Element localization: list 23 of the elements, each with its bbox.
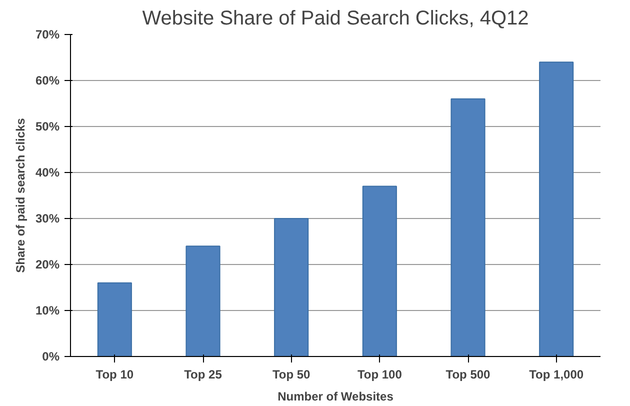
x-tick-label: Top 25 xyxy=(184,368,222,382)
y-tick-label: 50% xyxy=(35,120,60,134)
bar xyxy=(97,282,132,356)
y-tick-label: 0% xyxy=(42,350,60,364)
x-tick-label: Top 1,000 xyxy=(529,368,584,382)
bar xyxy=(186,246,220,356)
y-tick-label: 30% xyxy=(35,212,60,226)
y-tick-label: 60% xyxy=(35,74,60,88)
bar xyxy=(450,98,486,356)
y-tick-label: 40% xyxy=(35,166,60,180)
bar xyxy=(274,218,309,356)
x-tick-label: Top 50 xyxy=(272,368,311,382)
y-tick-label: 70% xyxy=(35,28,60,42)
bar xyxy=(362,186,397,356)
bar xyxy=(539,62,574,356)
x-tick-label: Top 500 xyxy=(446,368,491,382)
y-axis-title: Share of paid search clicks xyxy=(13,118,28,273)
y-tick-label: 20% xyxy=(35,258,60,272)
y-tick-label: 10% xyxy=(35,304,60,318)
x-tick-label: Top 100 xyxy=(357,368,402,382)
chart-title: Website Share of Paid Search Clicks, 4Q12 xyxy=(142,8,529,30)
x-tick-label: Top 10 xyxy=(96,368,134,382)
x-axis-title: Number of Websites xyxy=(278,390,394,404)
